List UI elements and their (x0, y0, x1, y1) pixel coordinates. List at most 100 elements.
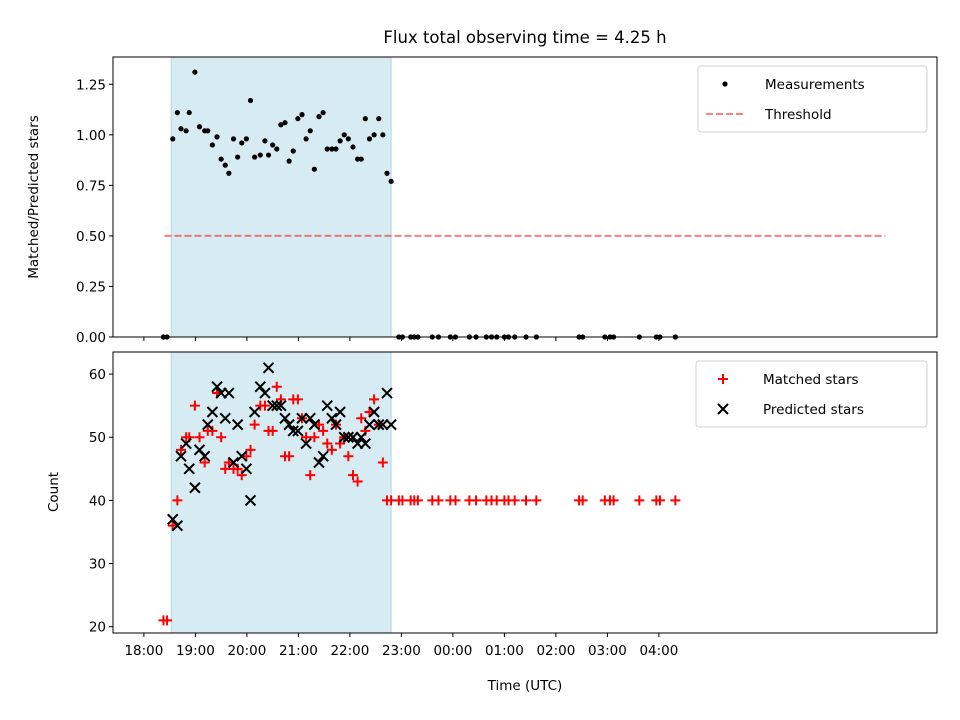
predicted-star-point (254, 381, 266, 393)
matched-star-point (245, 444, 256, 455)
bottom-y-axis-label: Count (46, 472, 62, 512)
x-tick-label: 20:00 (227, 643, 266, 659)
x-tick-label: 18:00 (124, 643, 163, 659)
measurement-point (239, 140, 245, 146)
chart-title: Flux total observing time = 4.25 h (383, 28, 666, 47)
axes-frame (112, 56, 938, 338)
predicted-star-point (279, 412, 291, 425)
measurement-point (257, 152, 263, 158)
matched-star-point (309, 432, 320, 443)
measurement-point (384, 170, 390, 176)
legend: Matched stars Predicted stars (695, 360, 928, 428)
measurement-point (278, 122, 284, 128)
predicted-star-point (347, 431, 359, 443)
predicted-star-point (330, 418, 342, 431)
predicted-star-point (292, 425, 304, 437)
measurement-point (358, 156, 364, 162)
measurement-point (226, 170, 232, 176)
predicted-star-point (271, 399, 283, 412)
measurement-point (324, 146, 330, 152)
top-panel: 0.00 0.25 0.50 0.75 1.00 1.25 Measurements Thre… (76, 56, 938, 346)
measurement-point (329, 146, 335, 152)
matched-star-point (670, 495, 681, 506)
predicted-star-point (266, 399, 279, 412)
measurement-point (192, 69, 198, 75)
y-tick-label: 50 (89, 430, 106, 446)
matched-star-point (326, 444, 337, 455)
predicted-star-point (275, 399, 287, 412)
x-tick-label: 22:00 (330, 643, 369, 659)
predicted-star-point (308, 418, 321, 431)
predicted-star-point (304, 412, 316, 425)
matched-star-point (433, 495, 444, 506)
measurement-point (337, 138, 343, 144)
predicted-star-point (300, 437, 312, 450)
predicted-star-point (262, 362, 275, 374)
measurement-point (252, 154, 258, 160)
y-tick-label: 60 (89, 367, 106, 383)
measurement-point (214, 134, 220, 140)
measurement-point (388, 178, 394, 184)
y-tick-label: 0.00 (76, 330, 106, 346)
matched-star-point (267, 425, 278, 436)
predicted-star-point (223, 387, 235, 399)
matched-star-point (577, 495, 588, 506)
predicted-star-point (355, 431, 367, 443)
measurement-point (209, 142, 215, 148)
top-y-axis-label: Matched/Predicted stars (26, 115, 42, 278)
y-tick-label: 30 (89, 557, 106, 573)
measurement-point (355, 156, 361, 162)
predicted-star-point (342, 431, 355, 443)
measurement-point (282, 120, 288, 126)
y-tick-label: 40 (89, 493, 106, 509)
matched-star-point (450, 495, 461, 506)
x-tick-label: 21:00 (279, 643, 318, 659)
x-tick-label: 19:00 (176, 643, 215, 659)
matched-star-point (322, 438, 333, 449)
legend-box (697, 65, 928, 133)
measurement-point (290, 148, 296, 154)
y-tick-label: 1.00 (76, 128, 106, 144)
y-tick-label: 0.50 (76, 229, 106, 245)
x-tick-label: 02:00 (536, 643, 575, 659)
predicted-star-point (175, 450, 187, 462)
legend: Measurements Threshold (697, 65, 928, 133)
measurement-point (170, 136, 176, 142)
measurement-point (230, 136, 237, 142)
measurement-point (303, 136, 309, 142)
measurement-point (174, 109, 180, 116)
legend-label-matched-stars: Matched stars (763, 372, 859, 388)
matched-star-point (305, 470, 316, 481)
matched-star-point (634, 495, 645, 506)
matched-star-point (162, 615, 173, 626)
matched-star-point (318, 425, 329, 436)
predicted-star-point (373, 418, 385, 431)
predicted-star-point (180, 437, 192, 450)
matched-star-point (471, 495, 482, 506)
predicted-star-point (296, 412, 308, 425)
legend-measurements-marker (722, 81, 728, 87)
measurement-point (320, 109, 326, 116)
x-tick-label: 23:00 (382, 643, 421, 659)
predicted-star-point (211, 381, 223, 393)
predicted-star-point (240, 463, 253, 475)
matched-star-point (369, 394, 380, 405)
matched-star-point (352, 476, 363, 487)
matched-star-point (608, 495, 619, 506)
predicted-star-point (219, 412, 231, 425)
measurement-point (307, 128, 313, 134)
matched-star-point (521, 495, 532, 506)
predicted-star-point (227, 456, 240, 469)
predicted-star-point (236, 450, 248, 462)
measurement-point (345, 136, 351, 142)
x-tick-label: 04:00 (639, 643, 678, 659)
matched-star-point (271, 381, 282, 392)
measurement-point (350, 144, 356, 150)
predicted-star-point (313, 456, 325, 469)
measurement-point (196, 124, 203, 130)
measurement-point (183, 128, 189, 134)
matched-star-point (292, 394, 303, 405)
matched-star-point (189, 400, 200, 411)
legend-box (695, 360, 928, 428)
